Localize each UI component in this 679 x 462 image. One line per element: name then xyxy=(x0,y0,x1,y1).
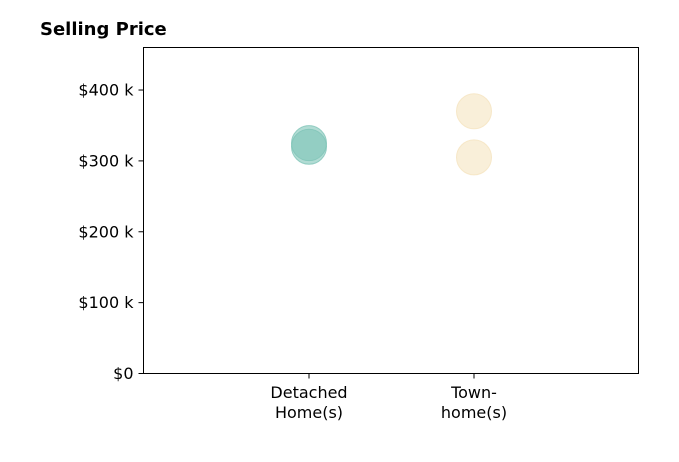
y-tick-label: $100 k xyxy=(78,293,134,312)
plot-area-frame xyxy=(143,47,639,374)
chart-title: Selling Price xyxy=(40,19,167,40)
y-tick-label: $400 k xyxy=(78,81,134,100)
y-axis: $0 $100 k $200 k $300 k $400 k xyxy=(78,81,144,383)
x-tick-label: Detached xyxy=(270,383,347,402)
x-tick-label: Town- xyxy=(450,383,497,402)
y-tick-label: $300 k xyxy=(78,151,134,170)
data-points xyxy=(291,93,492,176)
y-tick-label: $0 xyxy=(113,364,133,383)
x-tick-label: home(s) xyxy=(441,403,507,422)
data-point xyxy=(291,128,327,165)
y-tick-label: $200 k xyxy=(78,222,134,241)
x-tick-label: Home(s) xyxy=(275,403,343,422)
data-point xyxy=(456,139,492,176)
data-point xyxy=(456,93,492,130)
